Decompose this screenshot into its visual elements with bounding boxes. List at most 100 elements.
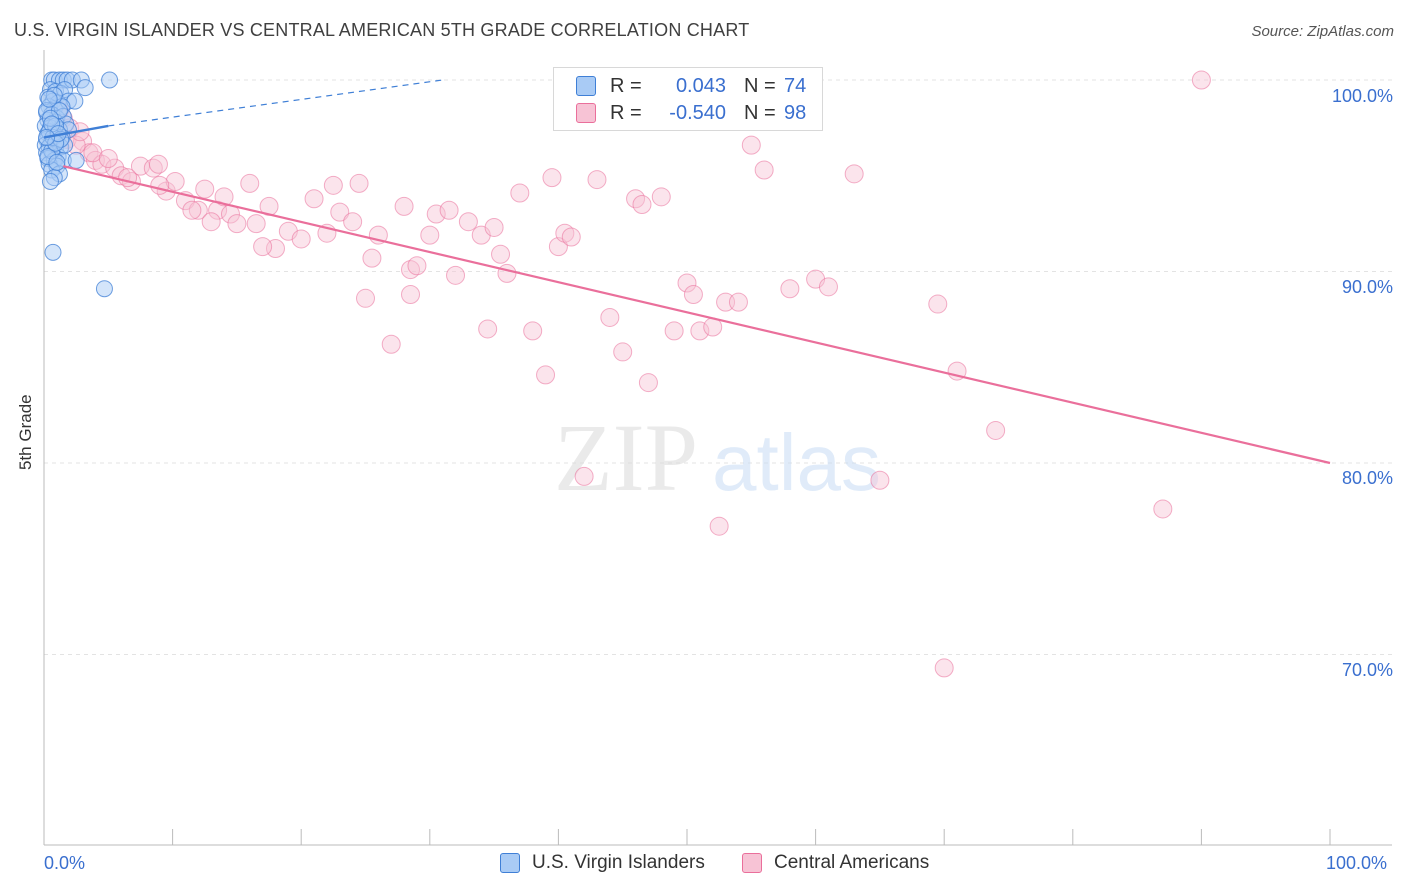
legend-label: Central Americans <box>774 852 930 873</box>
virgin-islanders-points <box>36 71 119 298</box>
legend-item-central-americans: Central Americans <box>742 852 929 874</box>
data-point-central-american <box>677 273 697 293</box>
data-point-central-american <box>148 154 168 174</box>
data-point-central-american <box>356 288 375 308</box>
data-point-central-american <box>780 279 800 299</box>
data-point-central-american <box>214 187 234 207</box>
data-point-central-american <box>587 170 607 190</box>
data-point-central-american <box>613 342 633 362</box>
grid-lines <box>44 79 1392 655</box>
data-point-central-american <box>638 373 658 393</box>
data-point-central-american <box>362 248 382 268</box>
legend-label: U.S. Virgin Islanders <box>532 852 705 873</box>
data-point-central-american <box>536 365 556 385</box>
data-point-central-american <box>651 187 671 207</box>
data-point-central-american <box>407 256 427 276</box>
axes <box>43 50 1392 846</box>
data-point-central-american <box>143 158 163 178</box>
r-value: -0.540 <box>669 101 726 124</box>
trend-line-virgin-islanders <box>43 124 109 139</box>
watermark: ZIP atlas <box>554 404 881 511</box>
data-point-central-american <box>246 214 266 234</box>
data-point-central-american <box>291 229 311 249</box>
data-point-virgin-islander <box>48 153 66 171</box>
legend-item-virgin-islanders: U.S. Virgin Islanders <box>500 852 705 874</box>
data-point-central-american <box>118 168 138 188</box>
n-label: N = <box>744 74 776 97</box>
data-point-central-american <box>928 294 948 314</box>
data-point-central-american <box>98 149 118 169</box>
chart-title: U.S. VIRGIN ISLANDER VS CENTRAL AMERICAN… <box>14 20 750 40</box>
data-point-central-american <box>484 217 504 237</box>
blue-swatch <box>500 853 520 873</box>
data-point-central-american <box>754 160 774 180</box>
data-point-central-american <box>683 284 703 304</box>
data-point-virgin-islander <box>67 151 85 169</box>
data-point-central-american <box>323 175 343 195</box>
data-point-central-american <box>381 334 401 354</box>
data-point-virgin-islander <box>40 90 58 108</box>
data-point-central-american <box>201 212 221 232</box>
y-tick-label: 80.0% <box>1341 468 1393 488</box>
data-point-central-american <box>1153 499 1173 519</box>
data-point-central-american <box>844 164 864 184</box>
r-value: 0.043 <box>675 74 726 97</box>
data-point-central-american <box>253 237 273 257</box>
data-point-central-american <box>491 244 511 264</box>
y-axis-title: 5th Grade <box>16 394 35 470</box>
data-point-central-american <box>195 179 215 199</box>
data-point-central-american <box>709 516 729 536</box>
data-point-central-american <box>510 183 530 203</box>
n-label: N = <box>744 101 776 124</box>
blue-swatch <box>576 76 596 96</box>
pink-swatch <box>576 103 596 123</box>
data-point-central-american <box>426 204 446 224</box>
data-point-central-american <box>165 171 185 191</box>
data-point-central-american <box>600 307 620 327</box>
data-point-central-american <box>497 263 517 283</box>
data-point-virgin-islander <box>101 71 119 89</box>
watermark-atlas: atlas <box>712 418 881 507</box>
data-point-central-american <box>446 265 466 285</box>
data-point-virgin-islander <box>44 243 62 261</box>
y-tick-label: 100.0% <box>1331 86 1393 106</box>
r-label: R = <box>610 74 642 97</box>
data-point-central-american <box>934 658 954 678</box>
x-tick-label-min: 0.0% <box>44 853 86 873</box>
data-point-central-american <box>1191 70 1211 90</box>
data-point-central-american <box>439 200 459 220</box>
data-point-central-american <box>728 292 748 312</box>
x-tick-label-max: 100.0% <box>1326 853 1388 873</box>
source-label: Source: ZipAtlas.com <box>1251 23 1394 40</box>
data-point-central-american <box>394 196 414 216</box>
data-point-central-american <box>304 189 324 209</box>
data-point-central-american <box>986 420 1006 440</box>
data-point-central-american <box>182 200 202 220</box>
data-point-central-american <box>664 321 684 341</box>
central-americans-points <box>49 70 1211 678</box>
legend-row-central-americans: R = -0.540 N = 98 <box>576 100 806 126</box>
data-point-virgin-islander <box>41 172 59 190</box>
n-value: 74 <box>784 74 807 97</box>
legend-row-virgin-islanders: R = 0.043 N = 74 <box>576 73 806 99</box>
y-tick-label: 90.0% <box>1341 277 1393 297</box>
data-point-central-american <box>240 173 260 193</box>
trend-line-virgin-islanders-extension <box>108 79 443 127</box>
trend-lines <box>43 79 1331 465</box>
correlation-legend: R = 0.043 N = 74 R = -0.540 N = 98 <box>553 67 823 131</box>
data-point-central-american <box>330 202 350 222</box>
n-value: 98 <box>784 101 807 124</box>
data-point-central-american <box>690 321 710 341</box>
trend-line-central-americans <box>63 165 1331 465</box>
data-point-central-american <box>870 470 890 490</box>
data-point-central-american <box>343 212 363 232</box>
r-label: R = <box>610 101 642 124</box>
data-point-central-american <box>542 168 562 188</box>
data-point-central-american <box>478 319 498 339</box>
data-point-central-american <box>188 200 208 220</box>
data-point-central-american <box>401 284 421 304</box>
data-point-central-american <box>561 227 581 247</box>
data-point-central-american <box>105 158 125 178</box>
data-point-virgin-islander <box>95 280 113 298</box>
